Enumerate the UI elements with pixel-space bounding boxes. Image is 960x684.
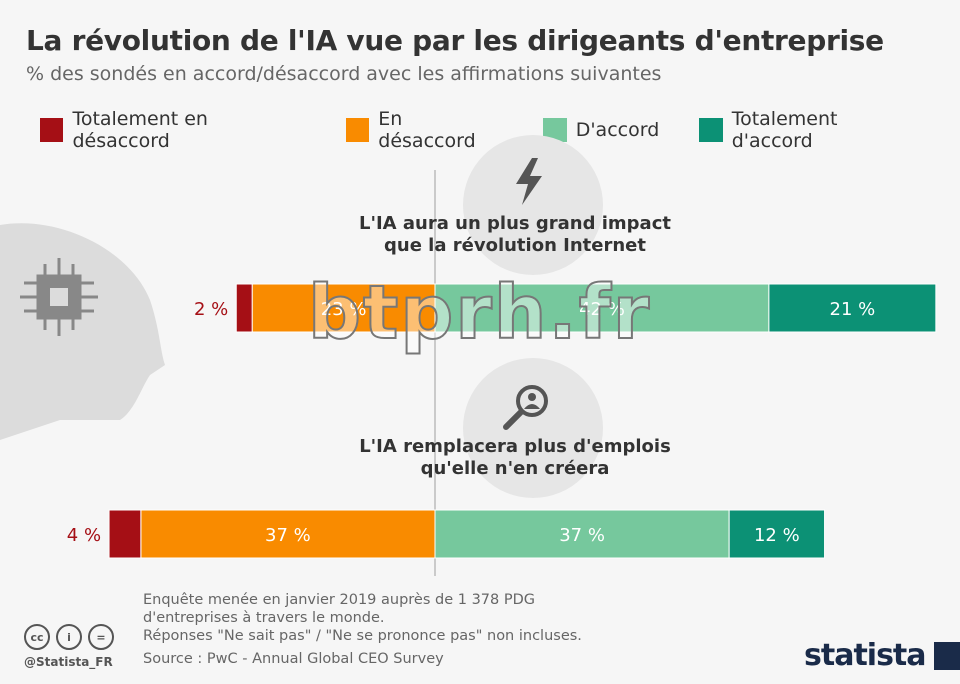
bar-segment xyxy=(235,283,253,333)
icon-circle-1 xyxy=(463,135,603,275)
data-label: 12 % xyxy=(754,525,800,546)
data-label: 37 % xyxy=(265,525,311,546)
data-label: 42 % xyxy=(579,299,625,320)
legend-label: En désaccord xyxy=(378,108,476,152)
head-illustration xyxy=(0,223,165,440)
bar-segment xyxy=(768,283,937,333)
icon-circle-2 xyxy=(463,358,603,498)
data-label: 4 % xyxy=(67,525,101,546)
legend-swatch xyxy=(345,118,370,142)
license-icons[interactable]: cc i = xyxy=(24,624,114,650)
legend-item: Totalement d'accord xyxy=(699,108,920,152)
category-label: L'IA remplacera plus d'emplois xyxy=(359,436,671,457)
legend-item: D'accord xyxy=(542,108,660,152)
category-label: qu'elle n'en créera xyxy=(421,458,610,479)
note-line: d'entreprises à travers le monde. xyxy=(143,610,385,626)
data-label: 23 % xyxy=(321,299,367,320)
chart-subtitle: % des sondés en accord/désaccord avec le… xyxy=(26,63,662,85)
statista-logo[interactable]: statista xyxy=(804,638,960,673)
no-derivatives-icon[interactable]: = xyxy=(88,624,114,650)
logo-text: statista xyxy=(804,638,927,673)
legend-label: Totalement en désaccord xyxy=(72,108,208,152)
bar-segment xyxy=(434,283,770,333)
chip-icon xyxy=(20,258,98,336)
cc-icon[interactable]: cc xyxy=(24,624,50,650)
magnifier-person-icon xyxy=(503,385,548,430)
legend-swatch xyxy=(40,118,64,142)
category-label: L'IA aura un plus grand impact xyxy=(359,213,671,234)
note-line: Enquête menée en janvier 2019 auprès de … xyxy=(143,592,536,608)
footer-notes: Enquête menée en janvier 2019 auprès de … xyxy=(143,591,582,668)
chart-title: La révolution de l'IA vue par les dirige… xyxy=(26,24,884,57)
legend-item: En désaccord xyxy=(345,108,503,152)
legend-label: D'accord xyxy=(575,119,660,141)
attribution-icon[interactable]: i xyxy=(56,624,82,650)
data-label: 21 % xyxy=(830,299,876,320)
category-label: que la révolution Internet xyxy=(384,235,646,256)
lightning-icon xyxy=(516,158,542,205)
data-label: 2 % xyxy=(194,299,228,320)
bar-segment xyxy=(108,509,142,559)
legend: Totalement en désaccord En désaccord D'acc… xyxy=(40,108,960,152)
legend-swatch xyxy=(699,118,723,142)
legend-label: Totalement d'accord xyxy=(731,108,838,152)
bar-segment xyxy=(728,509,826,559)
note-line: Réponses "Ne sait pas" / "Ne se prononce… xyxy=(143,628,582,644)
twitter-handle[interactable]: @Statista_FR xyxy=(24,655,113,669)
source: Source : PwC - Annual Global CEO Survey xyxy=(143,651,444,667)
data-label: 37 % xyxy=(559,525,605,546)
legend-item: Totalement en désaccord xyxy=(40,108,306,152)
bar-segment xyxy=(434,509,730,559)
logo-mark-icon xyxy=(933,641,960,670)
